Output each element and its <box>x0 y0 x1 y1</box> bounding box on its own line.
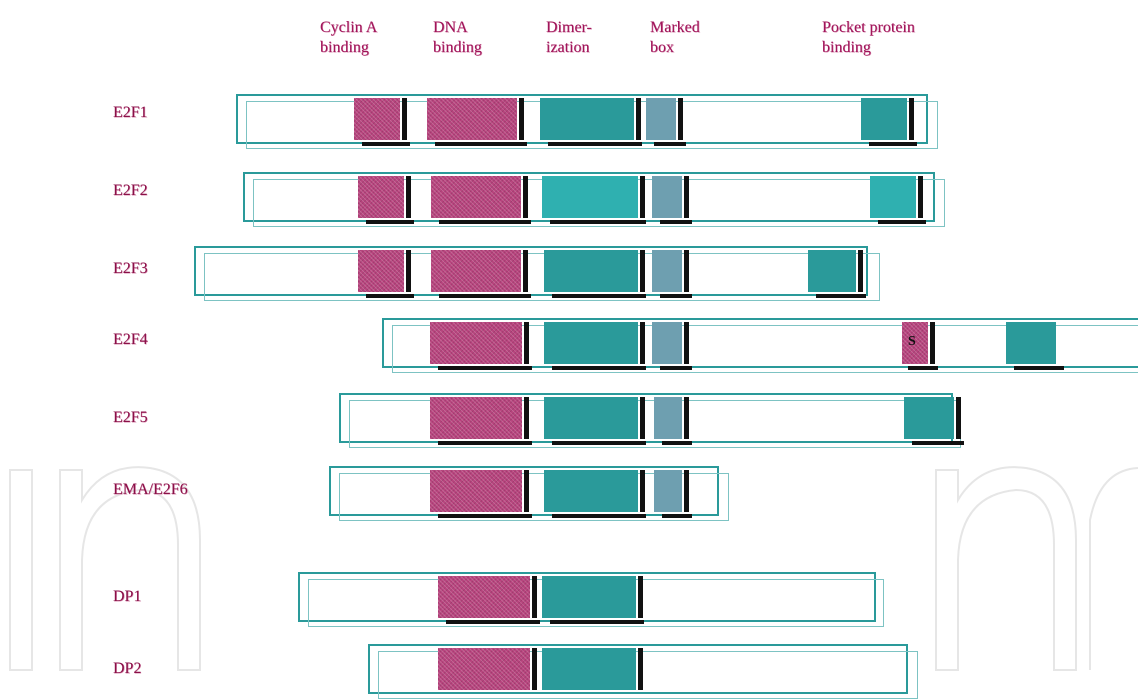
dna-binding-domain <box>430 470 534 518</box>
cyclin-a-domain <box>358 250 416 298</box>
header-pocket-protein-binding: Pocket protein binding <box>822 19 915 56</box>
marked-box-domain <box>652 250 694 298</box>
label-e2f2: E2F2 <box>113 182 148 199</box>
dimerization-domain <box>542 648 646 690</box>
dimerization-domain <box>540 98 644 146</box>
dimerization-domain <box>544 470 648 518</box>
dimerization-domain <box>544 250 648 298</box>
label-dp1: DP1 <box>113 588 142 605</box>
dimerization-domain <box>544 322 648 370</box>
dna-binding-domain <box>438 576 542 624</box>
dna-binding-domain <box>427 98 529 146</box>
marked-box-domain <box>652 176 694 224</box>
header-marked-box: Marked box <box>650 19 700 56</box>
s-label: S <box>908 334 916 349</box>
dna-binding-domain <box>430 397 534 445</box>
marked-box-domain <box>646 98 688 146</box>
marked-box-domain <box>654 470 694 518</box>
cyclin-a-domain <box>354 98 412 146</box>
header-dna-binding: DNA binding <box>433 19 482 56</box>
label-e2f4: E2F4 <box>113 331 148 348</box>
label-dp2: DP2 <box>113 660 142 677</box>
cyclin-a-domain <box>358 176 416 224</box>
pocket-protein-domain <box>870 176 928 224</box>
label-e2f5: E2F5 <box>113 409 148 426</box>
dimerization-domain <box>544 397 648 445</box>
label-e2f3: E2F3 <box>113 260 148 277</box>
dna-binding-domain <box>430 322 534 370</box>
pocket-protein-domain <box>861 98 919 146</box>
dna-binding-domain <box>438 648 542 690</box>
header-dimerization: Dimer-ization <box>546 19 592 56</box>
dna-binding-domain <box>431 250 533 298</box>
marked-box-domain <box>654 397 694 445</box>
pocket-protein-domain <box>904 397 968 445</box>
label-e2f1: E2F1 <box>113 104 148 121</box>
marked-box-domain <box>652 322 694 370</box>
dna-binding-domain <box>431 176 533 224</box>
dimerization-domain <box>542 576 646 624</box>
s-domain: S <box>902 322 942 370</box>
dimerization-domain <box>542 176 648 224</box>
pocket-protein-domain <box>1006 322 1066 370</box>
pocket-protein-domain <box>808 250 868 298</box>
label-ema-e2f6: EMA/E2F6 <box>113 481 188 498</box>
